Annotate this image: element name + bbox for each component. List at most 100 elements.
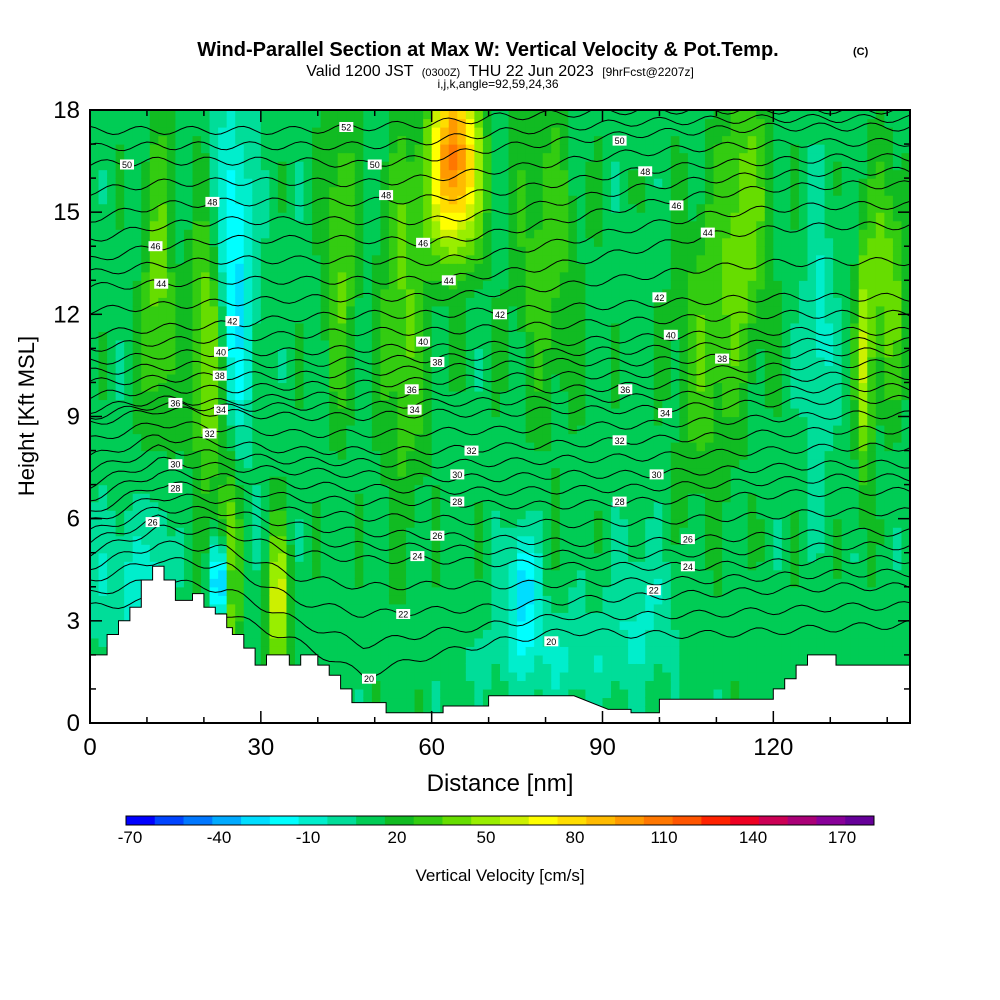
velocity-cell: [397, 416, 407, 426]
velocity-cell: [645, 612, 655, 622]
velocity-cell: [440, 493, 450, 503]
velocity-cell: [559, 595, 569, 605]
velocity-cell: [457, 544, 467, 554]
velocity-cell: [568, 544, 578, 554]
velocity-cell: [371, 680, 382, 690]
velocity-cell: [397, 280, 407, 290]
velocity-cell: [346, 612, 356, 622]
velocity-cell: [517, 552, 527, 562]
velocity-cell: [542, 297, 552, 307]
velocity-cell: [363, 169, 373, 179]
velocity-cell: [593, 620, 604, 630]
velocity-cell: [252, 254, 262, 264]
velocity-cell: [218, 484, 228, 494]
velocity-cell: [363, 271, 373, 281]
velocity-cell: [585, 612, 595, 622]
velocity-cell: [576, 544, 587, 554]
velocity-cell: [201, 144, 211, 154]
velocity-cell: [474, 688, 484, 699]
velocity-cell: [465, 365, 475, 375]
velocity-cell: [576, 484, 587, 494]
velocity-cell: [670, 671, 680, 682]
velocity-cell: [149, 535, 159, 545]
velocity-cell: [235, 314, 245, 324]
velocity-cell: [303, 135, 313, 145]
velocity-cell: [183, 178, 194, 188]
velocity-cell: [662, 348, 672, 358]
velocity-cell: [525, 212, 535, 222]
velocity-cell: [380, 629, 390, 639]
velocity-cell: [380, 552, 390, 562]
velocity-cell: [183, 425, 194, 435]
velocity-cell: [474, 637, 484, 647]
velocity-cell: [551, 152, 561, 162]
velocity-cell: [525, 254, 535, 264]
velocity-cell: [295, 569, 305, 579]
velocity-cell: [465, 535, 475, 545]
velocity-cell: [226, 501, 236, 511]
velocity-cell: [243, 493, 253, 503]
velocity-cell: [662, 297, 672, 307]
velocity-cell: [440, 118, 450, 128]
velocity-cell: [551, 212, 561, 222]
velocity-cell: [303, 152, 313, 162]
velocity-cell: [585, 450, 595, 460]
velocity-cell: [388, 331, 399, 341]
velocity-cell: [149, 501, 159, 511]
velocity-cell: [388, 637, 399, 647]
velocity-cell: [175, 578, 185, 588]
velocity-cell: [90, 127, 100, 137]
velocity-cell: [457, 305, 467, 315]
velocity-cell: [423, 450, 433, 460]
velocity-cell: [559, 356, 569, 367]
velocity-cell: [124, 416, 134, 426]
velocity-cell: [166, 305, 177, 315]
velocity-cell: [226, 220, 236, 230]
velocity-cell: [431, 331, 441, 341]
velocity-cell: [534, 161, 544, 171]
velocity-cell: [320, 399, 330, 409]
velocity-cell: [423, 467, 433, 477]
velocity-cell: [98, 501, 108, 511]
velocity-cell: [585, 339, 595, 349]
velocity-cell: [602, 203, 612, 213]
velocity-cell: [371, 629, 382, 639]
velocity-cell: [132, 442, 142, 452]
velocity-cell: [534, 646, 544, 656]
velocity-cell: [132, 263, 142, 273]
velocity-cell: [491, 365, 501, 375]
velocity-cell: [440, 254, 450, 264]
velocity-cell: [260, 467, 270, 477]
velocity-cell: [517, 646, 527, 656]
velocity-cell: [602, 629, 612, 639]
velocity-cell: [645, 561, 655, 571]
velocity-cell: [474, 603, 484, 613]
velocity-cell: [354, 527, 364, 537]
velocity-cell: [286, 220, 296, 230]
velocity-cell: [115, 484, 125, 494]
velocity-cell: [542, 450, 552, 460]
velocity-cell: [166, 544, 177, 554]
velocity-cell: [371, 569, 382, 579]
velocity-cell: [653, 603, 663, 613]
velocity-cell: [354, 399, 364, 409]
velocity-cell: [363, 476, 373, 486]
velocity-cell: [388, 442, 399, 452]
velocity-cell: [312, 467, 322, 477]
velocity-cell: [107, 178, 117, 188]
velocity-cell: [192, 135, 202, 145]
velocity-cell: [363, 237, 373, 247]
velocity-cell: [158, 212, 168, 222]
velocity-cell: [636, 382, 646, 392]
velocity-cell: [209, 186, 219, 196]
velocity-cell: [517, 144, 527, 154]
velocity-cell: [141, 178, 151, 188]
velocity-cell: [611, 195, 621, 205]
velocity-cell: [593, 212, 604, 222]
velocity-cell: [448, 671, 458, 682]
velocity-cell: [662, 169, 672, 179]
velocity-cell: [277, 595, 288, 605]
velocity-cell: [440, 654, 450, 664]
velocity-cell: [670, 527, 680, 537]
